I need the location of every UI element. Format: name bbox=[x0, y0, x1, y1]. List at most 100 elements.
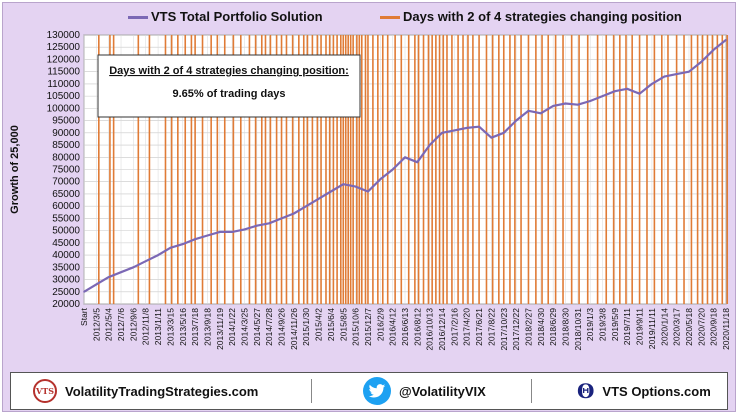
y-tick-label: 45000 bbox=[52, 238, 80, 249]
portfolio-point bbox=[651, 83, 653, 85]
y-tick-label: 120000 bbox=[47, 54, 81, 65]
portfolio-point bbox=[367, 190, 369, 193]
x-tick-label: 2018/6/29 bbox=[548, 308, 558, 346]
portfolio-point bbox=[712, 48, 715, 51]
x-tick-label: 2020/9/18 bbox=[709, 308, 719, 346]
portfolio-point bbox=[577, 103, 579, 106]
y-tick-label: 90000 bbox=[52, 128, 80, 139]
x-tick-label: 2012/9/6 bbox=[128, 308, 138, 341]
legend-portfolio-label: VTS Total Portfolio Solution bbox=[151, 9, 323, 24]
portfolio-point bbox=[243, 228, 246, 231]
x-tick-label: 2015/1/30 bbox=[301, 308, 311, 346]
twitter-bird-icon bbox=[363, 377, 391, 405]
portfolio-point bbox=[675, 73, 678, 75]
x-tick-label: 2017/10/23 bbox=[499, 308, 509, 351]
portfolio-point bbox=[231, 231, 233, 233]
portfolio-point bbox=[379, 178, 382, 181]
y-tick-label: 60000 bbox=[52, 201, 80, 212]
portfolio-point bbox=[589, 100, 591, 102]
portfolio-point bbox=[305, 205, 308, 207]
x-tick-label: 2016/6/13 bbox=[400, 308, 410, 346]
x-tick-label: 2016/2/9 bbox=[375, 308, 385, 341]
x-tick-label: 2018/10/31 bbox=[573, 308, 583, 351]
y-tick-label: 30000 bbox=[52, 275, 80, 286]
portfolio-point bbox=[725, 39, 727, 41]
portfolio-point bbox=[317, 198, 320, 200]
portfolio-point bbox=[465, 127, 468, 129]
annotation-title: Days with 2 of 4 strategies changing pos… bbox=[109, 65, 349, 77]
y-tick-label: 50000 bbox=[52, 226, 80, 237]
portfolio-point bbox=[404, 156, 406, 159]
portfolio-point bbox=[626, 88, 629, 90]
x-tick-label: 2012/11/8 bbox=[141, 308, 151, 345]
x-tick-label: 2013/3/15 bbox=[165, 308, 175, 346]
x-tick-label: 2020/1/14 bbox=[659, 308, 669, 346]
x-tick-label: 2017/8/22 bbox=[486, 308, 496, 346]
x-tick-label: 2017/4/20 bbox=[462, 308, 472, 346]
x-tick-label: 2019/9/11 bbox=[635, 308, 645, 345]
x-tick-label: 2016/8/12 bbox=[412, 308, 422, 346]
portfolio-point bbox=[441, 132, 443, 134]
x-tick-label: 2019/7/11 bbox=[622, 308, 632, 345]
portfolio-point bbox=[453, 129, 456, 132]
y-tick-label: 20000 bbox=[52, 299, 80, 310]
x-tick-label: 2019/1/3 bbox=[585, 308, 595, 341]
legend-signal-label: Days with 2 of 4 strategies changing pos… bbox=[403, 9, 682, 24]
y-tick-label: 55000 bbox=[52, 213, 80, 224]
portfolio-point bbox=[83, 290, 85, 293]
portfolio-point bbox=[700, 61, 703, 63]
x-tick-label: 2015/4/2 bbox=[314, 308, 324, 341]
portfolio-point bbox=[354, 185, 357, 188]
portfolio-point bbox=[169, 246, 172, 249]
x-tick-label: 2014/5/27 bbox=[252, 308, 262, 346]
y-tick-label: 95000 bbox=[52, 116, 80, 127]
y-tick-label: 115000 bbox=[47, 67, 80, 78]
footer-options[interactable]: Θ VTS Options.com bbox=[577, 373, 711, 409]
portfolio-point bbox=[564, 102, 567, 105]
portfolio-point bbox=[478, 125, 480, 128]
portfolio-point bbox=[144, 260, 147, 263]
portfolio-point bbox=[107, 276, 110, 278]
portfolio-point bbox=[268, 222, 270, 225]
x-tick-label: 2019/3/8 bbox=[598, 308, 608, 341]
portfolio-point bbox=[552, 105, 554, 107]
x-tick-label: 2015/12/7 bbox=[363, 308, 373, 346]
footer-options-label: VTS Options.com bbox=[602, 383, 711, 399]
x-tick-label: 2012/5/4 bbox=[104, 308, 114, 341]
y-tick-label: 130000 bbox=[47, 30, 81, 41]
theta-icon: Θ bbox=[577, 379, 595, 403]
x-tick-label: 2017/6/21 bbox=[474, 308, 484, 346]
y-tick-label: 80000 bbox=[52, 152, 80, 163]
portfolio-point bbox=[95, 283, 98, 286]
portfolio-point bbox=[157, 254, 159, 256]
portfolio-point bbox=[515, 119, 517, 122]
portfolio-point bbox=[132, 266, 135, 269]
x-tick-label: 2016/4/12 bbox=[388, 308, 398, 346]
footer-site-label: VolatilityTradingStrategies.com bbox=[65, 383, 259, 399]
portfolio-point bbox=[391, 168, 394, 171]
x-tick-label: 2013/1/11 bbox=[153, 308, 163, 345]
y-tick-label: 25000 bbox=[52, 287, 80, 298]
y-tick-label: 110000 bbox=[47, 79, 80, 90]
footer-twitter[interactable]: @VolatilityVIX bbox=[363, 373, 486, 409]
legend-swatch-signal bbox=[380, 16, 400, 19]
x-tick-label: 2015/10/6 bbox=[351, 308, 361, 346]
x-tick-label: 2013/7/18 bbox=[190, 308, 200, 346]
portfolio-point bbox=[428, 144, 431, 146]
x-tick-label: 2020/11/18 bbox=[721, 308, 731, 350]
footer-site[interactable]: VTS VolatilityTradingStrategies.com bbox=[33, 373, 258, 409]
portfolio-point bbox=[601, 95, 604, 97]
x-tick-label: 2018/2/27 bbox=[523, 308, 533, 346]
footer-twitter-label: @VolatilityVIX bbox=[399, 383, 486, 399]
x-tick-label: 2018/4/30 bbox=[536, 308, 546, 346]
legend: VTS Total Portfolio Solution Days with 2… bbox=[0, 0, 740, 30]
legend-swatch-portfolio bbox=[128, 16, 148, 19]
y-tick-label: 125000 bbox=[47, 42, 81, 53]
y-tick-label: 100000 bbox=[47, 103, 81, 114]
annotation-value: 9.65% of trading days bbox=[172, 88, 285, 100]
x-tick-label: 2014/3/25 bbox=[240, 308, 250, 346]
x-tick-label: 2014/11/26 bbox=[289, 308, 299, 350]
y-tick-label: 70000 bbox=[52, 177, 80, 188]
portfolio-point bbox=[663, 75, 666, 78]
